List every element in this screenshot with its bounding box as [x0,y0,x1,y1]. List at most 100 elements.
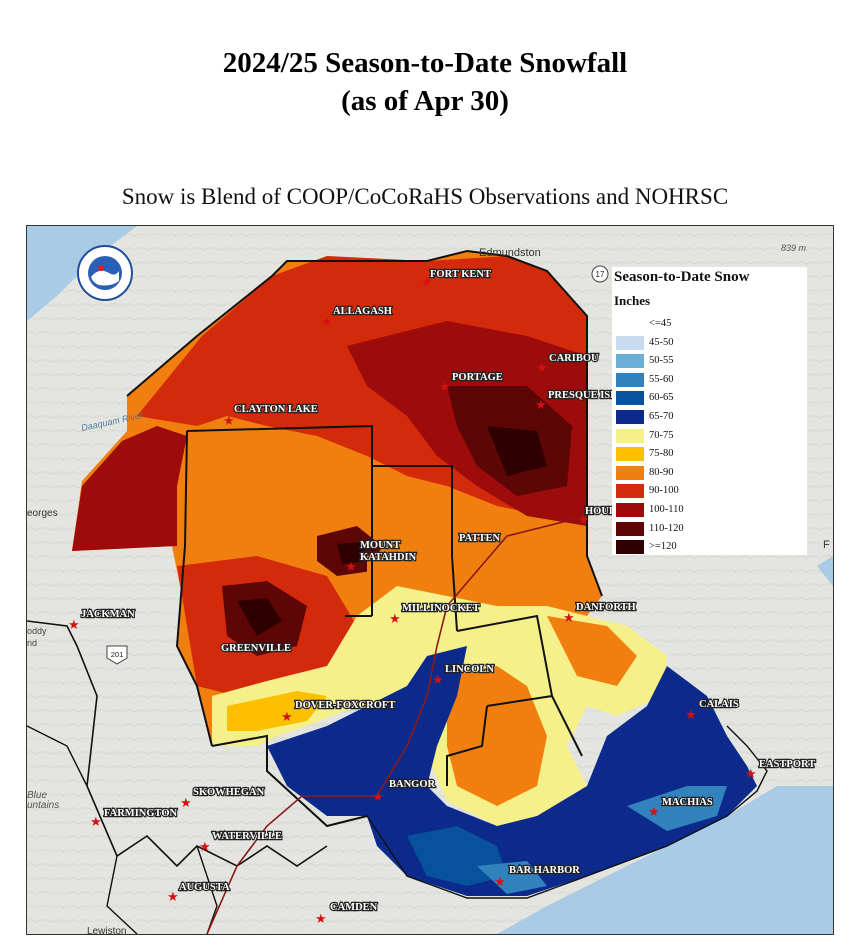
city-label-clayton-lake: CLAYTON LAKE [234,404,318,415]
legend-swatch [616,335,644,350]
legend-label: 50-55 [649,355,674,367]
map-subtitle: Snow is Blend of COOP/CoCoRaHS Observati… [121,184,729,209]
star-icon: ★ [421,274,433,289]
legend-label: 65-70 [649,411,674,422]
legend-swatch [616,428,644,443]
star-icon: ★ [321,314,333,329]
city-camden: ★ CAMDEN [315,901,379,926]
star-icon: ★ [745,766,757,781]
star-icon: ★ [345,559,357,574]
label-lewiston: Lewiston [87,926,126,934]
star-icon: ★ [536,360,548,375]
star-icon: ★ [432,672,444,687]
legend-label: 70-75 [649,429,674,441]
city-label-caribou: CARIBOU [549,353,599,364]
snow-legend: Season-to-Date Snow Inches <=45 45-50 50-5… [612,267,807,555]
legend-swatch [616,540,644,555]
city-label-calais: CALAIS [699,699,739,710]
city-caribou: ★ CARIBOU [536,352,600,375]
city-label-greenville: GREENVILLE [221,643,291,654]
legend-label: 45-50 [649,336,674,348]
route-201-label: 201 [111,650,124,659]
city-waterville: ★ WATERVILLE [199,830,283,854]
star-icon: ★ [90,814,102,829]
legend-swatch [616,484,644,499]
shade-120-katahdin [337,542,367,564]
legend-swatch [616,521,644,536]
city-label-machias: MACHIAS [662,797,713,808]
legend-swatch [616,317,644,331]
legend-label: 55-60 [649,373,674,385]
city-label-jackman: JACKMAN [81,609,135,620]
city-allagash: ★ ALLAGASH [321,305,393,329]
label-mountains: untains [27,800,59,811]
city-jackman: ★ JACKMAN [68,608,136,632]
legend-label: 90-100 [649,485,679,497]
zone-boundaries [27,249,603,934]
star-icon: ★ [389,611,401,626]
star-icon: ★ [281,709,293,724]
legend-label: 110-120 [649,522,684,534]
route-17-label: 17 [596,270,605,279]
legend-item: >=120 [616,540,796,558]
legend-item: 60-65 [616,391,796,409]
star-icon: ★ [439,379,451,394]
shade-55-60-mdi [477,861,547,894]
legend-swatch [616,410,644,424]
legend-item: <=45 [616,317,796,335]
city-label-patten: PATTEN [459,533,500,544]
legend-item: 55-60 [616,372,796,391]
map-title: 2024/25 Season-to-Date Snowfall (as of A… [0,44,850,120]
route-17-shield: 17 [591,265,609,283]
city-label-portage: PORTAGE [452,372,503,383]
legend-item: 65-70 [616,410,796,428]
star-icon: ★ [648,804,660,819]
legend-item: 110-120 [616,521,796,540]
city-presque-isle: ★ PRESQUE ISLE [535,389,625,412]
legend-item: 90-100 [616,484,796,502]
city-dover-foxcroft: ★ DOVER-FOXCROFT [281,699,397,724]
city-danforth: ★ DANFORTH [563,601,637,625]
city-calais: ★ CALAIS [685,698,740,722]
legend-label: >=120 [649,541,677,553]
city-patten: PATTEN [458,532,502,545]
city-label-camden: CAMDEN [330,902,378,913]
legend-item: 50-55 [616,354,796,372]
city-greenville: GREENVILLE [220,642,292,655]
city-skowhegan: ★ SKOWHEGAN [180,786,266,810]
star-icon: ★ [180,795,192,810]
legend-swatch [616,372,644,387]
city-label-fort-kent: FORT KENT [430,269,491,280]
city-label-waterville: WATERVILLE [212,831,282,842]
city-clayton-lake: ★ CLAYTON LAKE [223,403,319,428]
city-markers: ★ FORT KENT ★ ALLAGASH ★ CARIBOU ★ PORTA… [68,268,816,926]
city-eastport: ★ EASTPORT [745,758,816,781]
legend-swatch [616,503,644,517]
legend-label: 100-110 [649,504,684,515]
map-title-line2: (as of Apr 30) [341,85,509,117]
label-georges: eorges [27,508,58,519]
legend-swatch [616,465,644,480]
star-icon: ★ [685,707,697,722]
shade-55-60-machias [627,786,727,831]
shade-80-90-danforth [547,616,637,686]
legend-item: 100-110 [616,503,796,521]
shade-75-80-dover [227,691,327,731]
shade-65-70-bangor [267,646,467,816]
legend-label: 80-90 [649,466,674,478]
star-icon: ★ [315,911,327,926]
gulf-of-maine-water [497,786,833,934]
legend-units: Inches [614,293,651,308]
city-label-presque-isle: PRESQUE ISLE [548,390,624,401]
city-label-bar-harbor: BAR HARBOR [509,865,580,876]
legend-swatch [616,447,644,462]
label-nd: nd [27,638,37,648]
shade-100-110-west [72,426,187,551]
city-label-lincoln: LINCOLN [445,664,494,675]
city-label-eastport: EASTPORT [759,759,815,770]
legend-label: <=45 [649,318,672,329]
star-icon: ★ [68,617,80,632]
nws-logo [77,245,133,301]
route-201-shield: 201 [106,645,128,665]
city-label-bangor: BANGOR [389,779,436,790]
